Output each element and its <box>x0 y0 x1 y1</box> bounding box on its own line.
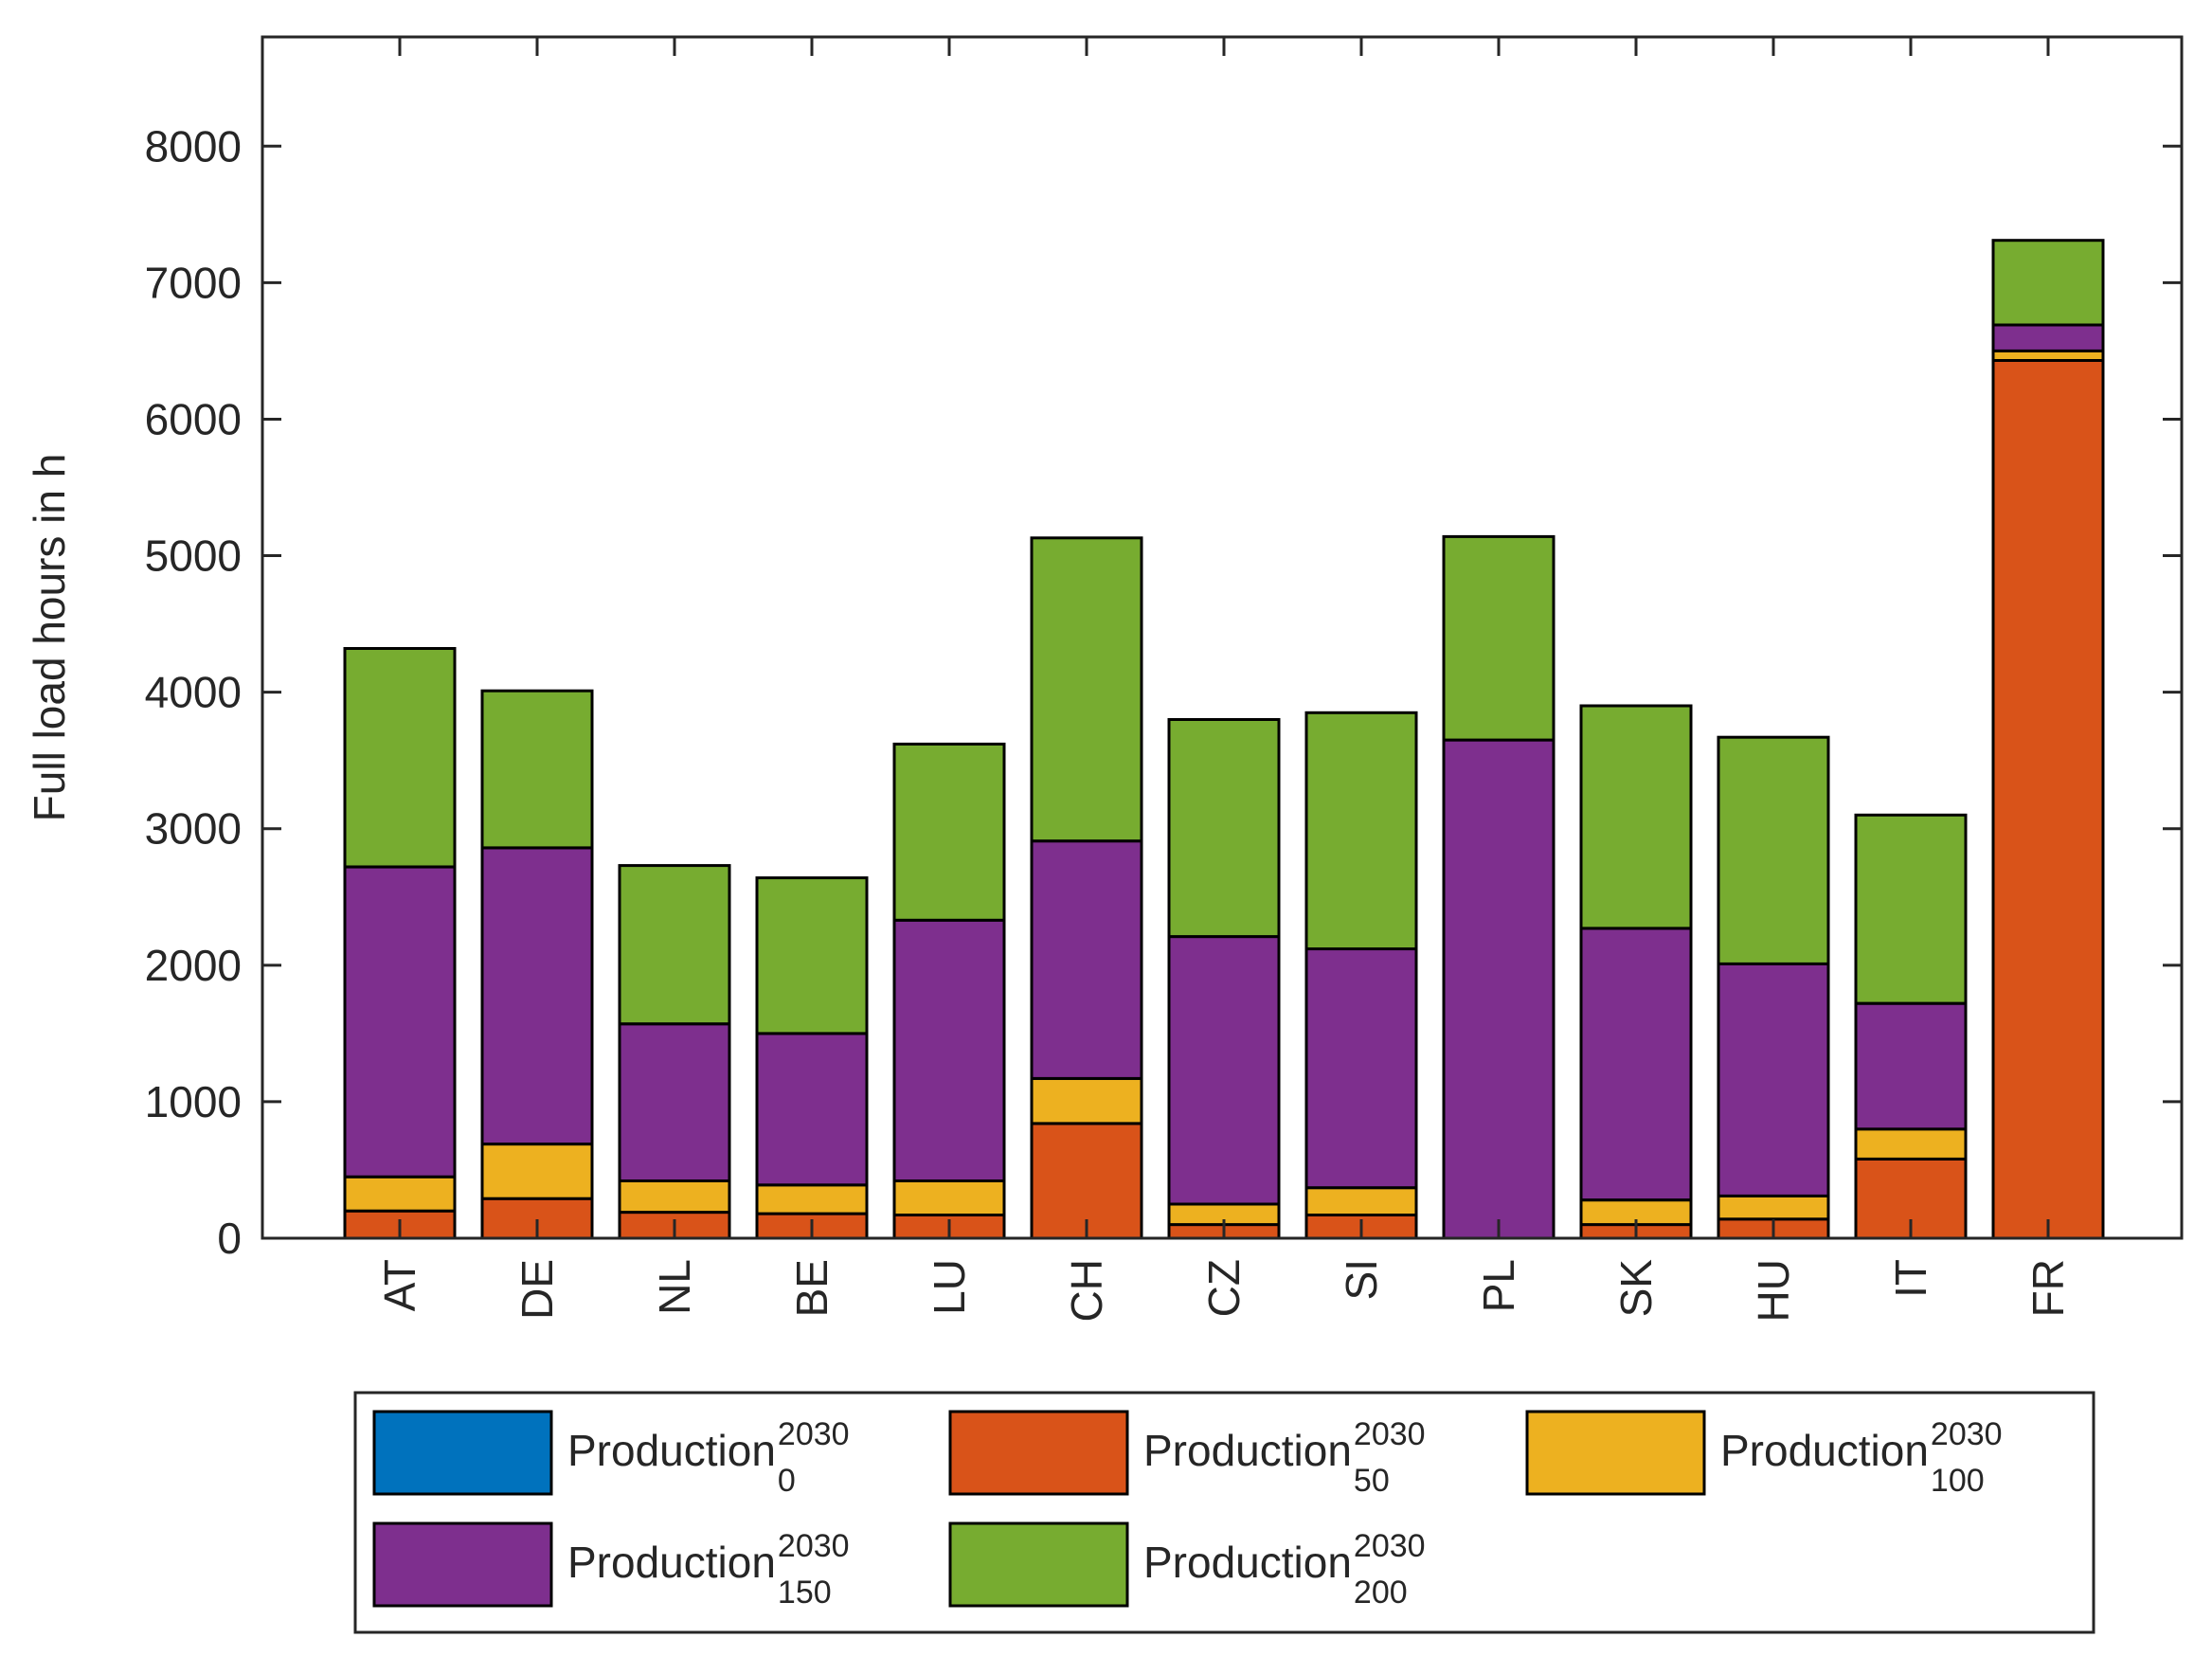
bar-LU-series-3 <box>892 918 1006 1182</box>
bar-BE-series-3 <box>755 1032 869 1187</box>
legend-label-subscript: 150 <box>778 1575 832 1611</box>
y-tick-label: 5000 <box>145 531 242 581</box>
y-tick-label: 0 <box>217 1214 242 1263</box>
bar-AT-series-3 <box>343 865 457 1179</box>
bar-CH-series-4 <box>1030 536 1143 843</box>
x-tick-label-AT: AT <box>375 1259 424 1311</box>
bar-DE-series-3 <box>480 846 594 1146</box>
x-tick-label-CH: CH <box>1062 1259 1111 1322</box>
bar-PL-series-3 <box>1442 738 1556 1240</box>
bar-SI-series-3 <box>1304 947 1418 1190</box>
bar-CH-series-2 <box>1030 1076 1143 1125</box>
bar-SK-series-4 <box>1579 704 1693 930</box>
legend-swatch <box>372 1410 553 1496</box>
bar-IT-series-4 <box>1854 813 1968 1005</box>
legend-label-subscript: 200 <box>1354 1575 1408 1611</box>
x-tick-label-PL: PL <box>1474 1259 1523 1312</box>
x-axis: AT DE NL BE LU CH CZ SI PL SK HU IT FR <box>375 37 2073 1322</box>
x-tick-label-SI: SI <box>1337 1259 1386 1300</box>
legend-swatch <box>1525 1410 1706 1496</box>
bar-SI-series-2 <box>1304 1186 1418 1216</box>
legend-label-subscript: 0 <box>778 1463 796 1499</box>
bars-layer <box>343 239 2105 1240</box>
plot-area-frame <box>261 35 2184 1240</box>
bar-CZ-series-3 <box>1167 935 1281 1206</box>
y-tick-label: 8000 <box>145 121 242 171</box>
legend-label: Production <box>1720 1426 1929 1475</box>
legend-label: Production <box>1143 1426 1352 1475</box>
bar-AT-series-4 <box>343 647 457 869</box>
x-tick-label-DE: DE <box>513 1259 562 1320</box>
bar-HU-series-3 <box>1717 962 1830 1197</box>
legend-label-superscript: 2030 <box>778 1528 850 1564</box>
legend-item-2: Production 2030 100 <box>1525 1410 2003 1499</box>
bar-FR-series-3 <box>1991 323 2105 352</box>
legend-item-4: Production 2030 200 <box>948 1521 1426 1611</box>
bar-SK-series-3 <box>1579 927 1693 1202</box>
legend-item-0: Production 2030 0 <box>372 1410 850 1499</box>
legend-label-superscript: 2030 <box>1354 1416 1426 1452</box>
legend-label: Production <box>567 1426 776 1475</box>
y-axis: 0 1000 2000 3000 4000 5000 6000 7000 8000 <box>145 121 2182 1263</box>
bar-LU-series-2 <box>892 1179 1006 1216</box>
bar-BE-series-2 <box>755 1183 869 1215</box>
x-tick-label-BE: BE <box>787 1259 836 1317</box>
bar-FR-series-4 <box>1991 239 2105 327</box>
bar-CZ-series-4 <box>1167 718 1281 939</box>
bar-BE-series-4 <box>755 876 869 1035</box>
bar-AT-series-2 <box>343 1175 457 1213</box>
legend-label-superscript: 2030 <box>1931 1416 2003 1452</box>
bar-PL-series-4 <box>1442 534 1556 742</box>
x-tick-label-IT: IT <box>1886 1259 1935 1298</box>
bar-NL-series-4 <box>618 864 731 1026</box>
bar-LU-series-4 <box>892 742 1006 922</box>
legend-item-1: Production 2030 50 <box>948 1410 1426 1499</box>
y-tick-label: 3000 <box>145 804 242 854</box>
bar-CH-series-3 <box>1030 839 1143 1080</box>
y-tick-label: 1000 <box>145 1077 242 1126</box>
bar-SI-series-4 <box>1304 711 1418 951</box>
y-tick-label: 2000 <box>145 941 242 990</box>
legend-label-subscript: 100 <box>1931 1463 1985 1499</box>
x-tick-label-CZ: CZ <box>1199 1259 1249 1317</box>
y-axis-label: Full load hours in h <box>25 454 74 822</box>
bar-IT-series-3 <box>1854 1001 1968 1131</box>
legend-frame <box>353 1391 2095 1634</box>
bar-FR-series-2 <box>1991 349 2105 362</box>
legend-item-3: Production 2030 150 <box>372 1521 850 1611</box>
y-tick-label: 6000 <box>145 394 242 443</box>
bar-HU-series-4 <box>1717 735 1830 965</box>
x-tick-label-FR: FR <box>2023 1259 2073 1317</box>
x-tick-label-SK: SK <box>1611 1259 1661 1318</box>
bar-IT-series-2 <box>1854 1127 1968 1161</box>
legend-label-subscript: 50 <box>1354 1463 1390 1499</box>
legend-swatch <box>948 1521 1129 1608</box>
bar-DE-series-4 <box>480 689 594 850</box>
y-tick-label: 4000 <box>145 668 242 717</box>
bar-HU-series-2 <box>1717 1194 1830 1221</box>
bar-DE-series-2 <box>480 1143 594 1200</box>
bar-FR-series-1 <box>1991 359 2105 1240</box>
bar-NL-series-2 <box>618 1179 731 1215</box>
bar-NL-series-3 <box>618 1022 731 1183</box>
legend-label-superscript: 2030 <box>1354 1528 1426 1564</box>
legend-label: Production <box>1143 1538 1352 1587</box>
legend-swatch <box>372 1521 553 1608</box>
y-tick-label: 7000 <box>145 258 242 307</box>
legend-label: Production <box>567 1538 776 1587</box>
x-tick-label-HU: HU <box>1749 1259 1798 1322</box>
legend-swatch <box>948 1410 1129 1496</box>
legend-label-superscript: 2030 <box>778 1416 850 1452</box>
x-tick-label-LU: LU <box>925 1259 974 1315</box>
x-tick-label-NL: NL <box>650 1259 699 1315</box>
